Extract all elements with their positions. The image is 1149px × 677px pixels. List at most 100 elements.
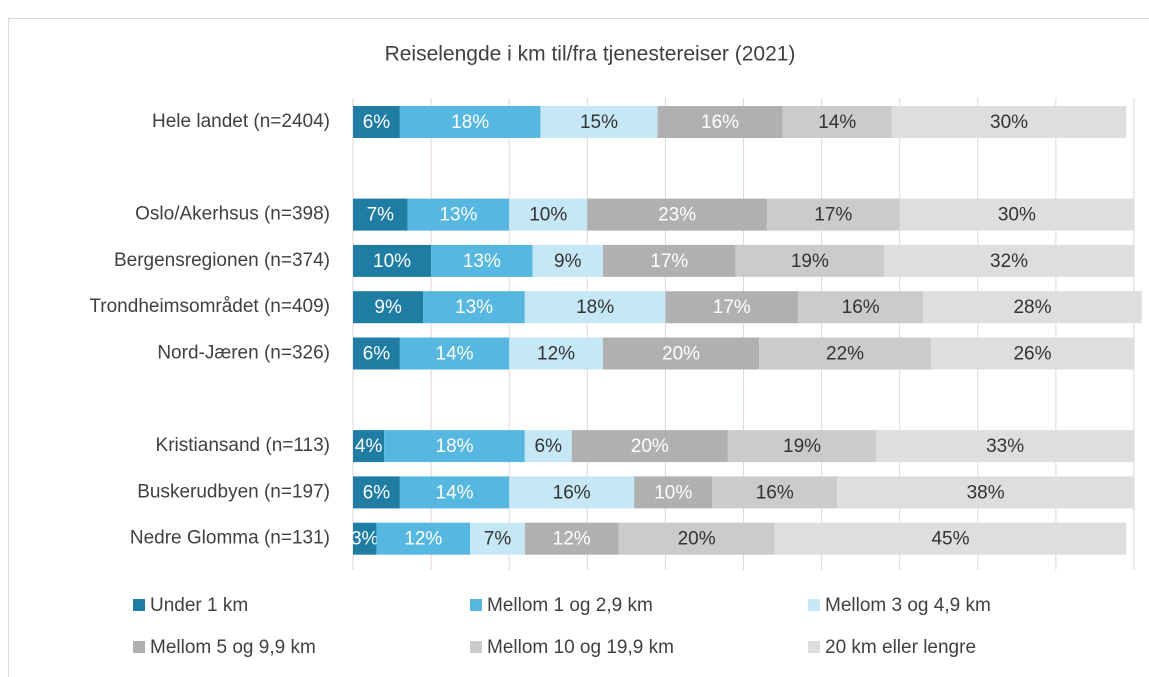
data-label: 13% xyxy=(455,297,493,318)
data-label: 10% xyxy=(654,482,692,503)
bar-segment xyxy=(774,522,1127,555)
legend-swatch xyxy=(470,599,482,611)
bar-segment xyxy=(876,430,1134,463)
data-label: 16% xyxy=(756,482,794,503)
data-label: 45% xyxy=(931,529,969,550)
data-label: 18% xyxy=(576,297,614,318)
bar-segment xyxy=(618,522,775,555)
bar-segment xyxy=(384,430,525,463)
bar-segment xyxy=(891,106,1127,138)
data-label: 17% xyxy=(814,205,852,226)
bar-segment xyxy=(884,244,1134,277)
legend-label: Mellom 3 og 4,9 km xyxy=(825,595,991,616)
bar-segment xyxy=(509,198,588,231)
bar-segment xyxy=(657,106,783,138)
y-tick-label: Kristiansand (n=113) xyxy=(156,435,330,456)
data-label: 3% xyxy=(351,529,379,550)
bar-segment xyxy=(376,522,471,555)
bar-segment xyxy=(431,244,533,277)
data-label: 13% xyxy=(439,205,477,226)
y-tick-label: Buskerudbyen (n=197) xyxy=(137,481,330,502)
bar-segment xyxy=(353,337,400,370)
legend-swatch xyxy=(133,641,145,653)
data-label: 14% xyxy=(436,344,474,365)
data-label: 20% xyxy=(662,344,700,365)
bar-segment xyxy=(470,522,525,555)
bar-segment xyxy=(423,291,525,324)
bar-segment xyxy=(399,476,510,509)
data-label: 32% xyxy=(990,251,1028,272)
data-label: 14% xyxy=(436,482,474,503)
data-label: 16% xyxy=(842,297,880,318)
bar-segment xyxy=(571,430,728,463)
data-label: 12% xyxy=(404,529,442,550)
data-label: 22% xyxy=(826,344,864,365)
data-label: 7% xyxy=(484,529,512,550)
legend-swatch xyxy=(133,599,145,611)
data-label: 17% xyxy=(650,251,688,272)
bar-segment xyxy=(899,198,1134,231)
data-label: 15% xyxy=(580,112,618,133)
data-label: 10% xyxy=(529,205,567,226)
data-label: 28% xyxy=(1013,297,1051,318)
bar-segment xyxy=(923,291,1142,324)
data-label: 6% xyxy=(363,344,391,365)
y-tick-label: Nedre Glomma (n=131) xyxy=(130,528,330,549)
chart-title: Reiselengde i km til/fra tjenestereiser … xyxy=(385,43,796,66)
data-label: 20% xyxy=(631,436,669,457)
bar-segment xyxy=(602,244,736,277)
data-label: 26% xyxy=(1013,344,1051,365)
legend-label: Mellom 1 og 2,9 km xyxy=(487,595,653,616)
data-label: 6% xyxy=(363,112,391,133)
bar-segment xyxy=(782,106,892,138)
data-label: 13% xyxy=(463,251,501,272)
data-label: 19% xyxy=(783,436,821,457)
bar-segment xyxy=(540,106,658,138)
chart-frame xyxy=(8,18,1149,677)
legend-swatch xyxy=(470,641,482,653)
data-label: 30% xyxy=(998,205,1036,226)
data-label: 18% xyxy=(451,112,489,133)
bar-segment xyxy=(524,522,619,555)
bar-segment xyxy=(712,476,838,509)
data-label: 17% xyxy=(713,297,751,318)
bar-segment xyxy=(798,291,924,324)
bar-segment xyxy=(735,244,885,277)
bar-segment xyxy=(532,244,603,277)
data-label: 30% xyxy=(990,112,1028,133)
bar-segment xyxy=(766,198,900,231)
data-label: 33% xyxy=(986,436,1024,457)
data-label: 9% xyxy=(374,297,402,318)
bar-segment xyxy=(353,198,408,231)
legend-swatch xyxy=(808,599,820,611)
bar-segment xyxy=(665,291,799,324)
bar-segment xyxy=(509,337,603,370)
legend-label: Mellom 10 og 19,9 km xyxy=(487,637,674,658)
data-label: 20% xyxy=(678,529,716,550)
bar-segment xyxy=(353,522,377,555)
data-label: 16% xyxy=(701,112,739,133)
bar-segment xyxy=(353,430,385,463)
y-tick-label: Bergensregionen (n=374) xyxy=(114,250,330,271)
bar-segment xyxy=(587,198,767,231)
bar-segment xyxy=(407,198,510,231)
bar-segment xyxy=(524,291,666,324)
data-label: 18% xyxy=(436,436,474,457)
data-label: 9% xyxy=(554,251,582,272)
bar-segment xyxy=(727,430,877,463)
data-label: 4% xyxy=(355,436,383,457)
bar-segment xyxy=(930,337,1134,370)
bar-segment xyxy=(837,476,1134,509)
bar-segment xyxy=(524,430,572,463)
bar-segment xyxy=(759,337,931,370)
bar-segment xyxy=(353,244,432,277)
legend-label: 20 km eller lengre xyxy=(825,637,976,658)
legend-swatch xyxy=(808,641,820,653)
bar-segment xyxy=(353,291,424,324)
data-label: 6% xyxy=(363,482,391,503)
data-label: 38% xyxy=(967,482,1005,503)
data-label: 19% xyxy=(791,251,829,272)
data-label: 7% xyxy=(367,205,395,226)
bar-segment xyxy=(634,476,713,509)
